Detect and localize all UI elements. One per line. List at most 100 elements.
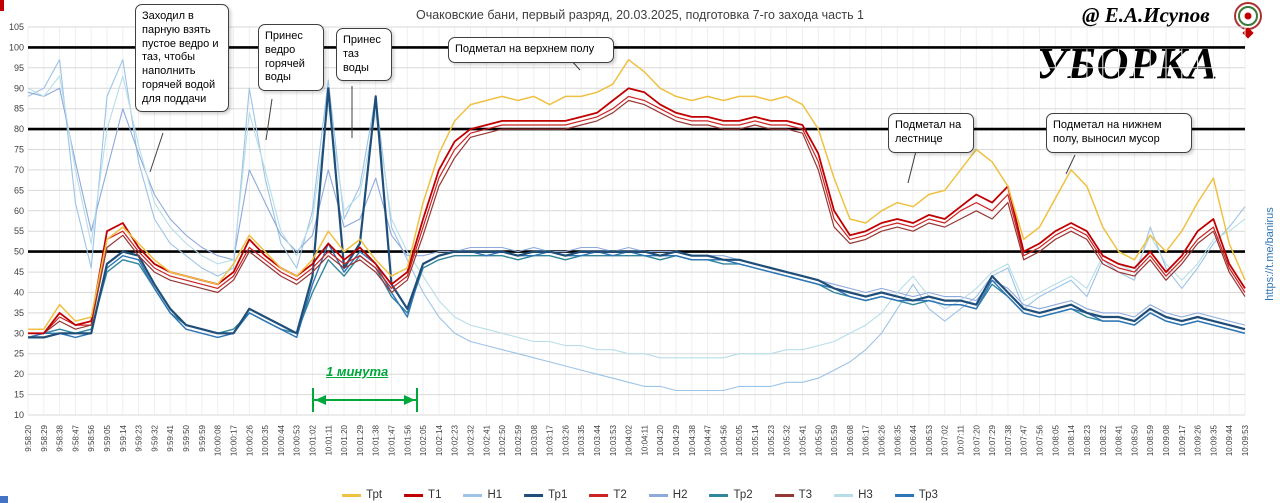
legend-item-Т1: Т1 (404, 489, 441, 501)
series-Н2 (27, 87, 1246, 326)
svg-text:10:00:44: 10:00:44 (277, 424, 286, 456)
svg-text:10:09:26: 10:09:26 (1194, 424, 1203, 456)
svg-text:9:59:41: 9:59:41 (166, 424, 175, 451)
legend-swatch-Т1 (404, 493, 424, 497)
svg-text:70: 70 (14, 165, 24, 175)
annotation-callout-5: Подметал на лестнице (888, 113, 974, 153)
svg-text:10:06:26: 10:06:26 (878, 424, 887, 456)
svg-text:10:06:35: 10:06:35 (893, 424, 902, 456)
legend-label-Н3: Н3 (858, 489, 873, 501)
svg-text:10:05:50: 10:05:50 (814, 424, 823, 456)
legend-swatch-Н3 (834, 493, 854, 497)
svg-text:10:08:59: 10:08:59 (1146, 424, 1155, 456)
legend-item-Т3: Т3 (774, 489, 813, 501)
series-Тр2 (28, 254, 1246, 334)
svg-text:10:05:23: 10:05:23 (767, 424, 776, 456)
svg-text:10:01:11: 10:01:11 (324, 424, 333, 455)
legend-item-Н1: Н1 (463, 489, 502, 501)
svg-text:35: 35 (14, 308, 24, 318)
svg-text:10:00:26: 10:00:26 (245, 424, 254, 456)
svg-text:10:06:44: 10:06:44 (909, 424, 918, 456)
legend-item-Т2: Т2 (589, 489, 627, 501)
svg-text:10:02:05: 10:02:05 (419, 424, 428, 456)
svg-text:10:04:20: 10:04:20 (656, 424, 665, 456)
svg-text:10:08:23: 10:08:23 (1083, 424, 1092, 456)
annotation-callout-3: Принес таз воды (336, 28, 392, 82)
legend-item-Тр1: Тр1 (524, 489, 567, 501)
svg-text:9:58:47: 9:58:47 (71, 424, 80, 451)
svg-text:10:00:08: 10:00:08 (214, 424, 223, 456)
svg-text:10:03:53: 10:03:53 (609, 424, 618, 456)
svg-text:10:03:17: 10:03:17 (546, 424, 555, 456)
svg-text:10:05:41: 10:05:41 (799, 424, 808, 456)
svg-text:10:05:32: 10:05:32 (783, 424, 792, 456)
svg-text:10:04:29: 10:04:29 (672, 424, 681, 456)
svg-text:10:04:56: 10:04:56 (719, 424, 728, 456)
svg-text:40: 40 (14, 288, 24, 298)
series-Трt (28, 58, 1246, 330)
legend-swatch-Т2 (589, 493, 609, 497)
svg-text:10:00:35: 10:00:35 (261, 424, 270, 456)
annotation-callout-6: Подметал на нижнем полу, выносил мусор (1046, 113, 1192, 153)
annotation-callout-2: Принес ведро горячей воды (258, 24, 324, 91)
svg-text:65: 65 (14, 185, 24, 195)
svg-text:9:59:23: 9:59:23 (135, 424, 144, 451)
svg-text:10:07:20: 10:07:20 (972, 424, 981, 456)
legend-swatch-Тр3 (894, 493, 914, 497)
svg-text:9:59:14: 9:59:14 (119, 424, 128, 451)
legend-label-Тр2: Тр2 (733, 489, 753, 501)
svg-text:10:09:44: 10:09:44 (1225, 424, 1234, 456)
chart-legend: Трt Т1 Н1 Тр1 Т2 Н2 Тр2 Т3 Н3 Тр3 (342, 489, 938, 501)
svg-text:10:03:26: 10:03:26 (561, 424, 570, 456)
svg-text:10:05:05: 10:05:05 (735, 424, 744, 456)
svg-text:10:07:56: 10:07:56 (1036, 424, 1045, 456)
legend-swatch-Тр1 (524, 493, 544, 497)
svg-text:10:07:11: 10:07:11 (957, 424, 966, 455)
svg-text:30: 30 (14, 328, 24, 338)
svg-text:9:59:59: 9:59:59 (198, 424, 207, 451)
legend-label-Тр1: Тр1 (548, 489, 568, 501)
svg-text:10:09:08: 10:09:08 (1162, 424, 1171, 456)
svg-text:10:01:56: 10:01:56 (403, 424, 412, 456)
svg-text:10:09:17: 10:09:17 (1178, 424, 1187, 456)
legend-swatch-Тр2 (709, 493, 729, 497)
series-Т3 (28, 99, 1246, 334)
svg-text:10:02:41: 10:02:41 (482, 424, 491, 456)
svg-text:9:58:29: 9:58:29 (40, 424, 49, 451)
svg-text:90: 90 (14, 83, 24, 93)
legend-label-Т1: Т1 (428, 489, 442, 501)
svg-text:10:07:29: 10:07:29 (988, 424, 997, 456)
svg-text:9:59:50: 9:59:50 (182, 424, 191, 451)
series-Т2 (28, 95, 1246, 334)
annotation-callout-4: Подметал на верхнем полу (448, 37, 614, 63)
svg-text:10:08:41: 10:08:41 (1115, 424, 1124, 456)
svg-text:50: 50 (14, 247, 24, 257)
svg-text:10:04:38: 10:04:38 (688, 424, 697, 456)
legend-label-Трt: Трt (366, 489, 383, 501)
author-credit: @ Е.А.Исупов (1082, 3, 1210, 27)
legend-swatch-Н1 (463, 493, 483, 497)
legend-item-Тр3: Тр3 (894, 489, 938, 501)
svg-text:10:08:50: 10:08:50 (1130, 424, 1139, 456)
svg-text:9:59:32: 9:59:32 (150, 424, 159, 451)
legend-label-Т3: Т3 (798, 489, 813, 501)
svg-text:20: 20 (14, 369, 24, 379)
svg-text:10:01:38: 10:01:38 (372, 424, 381, 456)
svg-text:10:09:35: 10:09:35 (1209, 424, 1218, 456)
svg-text:85: 85 (14, 104, 24, 114)
legend-swatch-Трt (342, 493, 362, 497)
svg-text:10:01:02: 10:01:02 (309, 424, 318, 456)
svg-text:100: 100 (9, 42, 24, 52)
svg-text:10:04:47: 10:04:47 (704, 424, 713, 456)
svg-text:10:01:29: 10:01:29 (356, 424, 365, 456)
svg-text:10:01:20: 10:01:20 (340, 424, 349, 456)
svg-text:55: 55 (14, 226, 24, 236)
svg-text:10:02:14: 10:02:14 (435, 424, 444, 456)
series-Н3 (27, 75, 1246, 359)
svg-text:10:06:53: 10:06:53 (925, 424, 934, 456)
svg-text:10:06:08: 10:06:08 (846, 424, 855, 456)
legend-label-Н1: Н1 (487, 489, 503, 501)
legend-item-Трt: Трt (342, 489, 382, 501)
svg-text:10:08:05: 10:08:05 (1051, 424, 1060, 456)
svg-text:25: 25 (14, 349, 24, 359)
